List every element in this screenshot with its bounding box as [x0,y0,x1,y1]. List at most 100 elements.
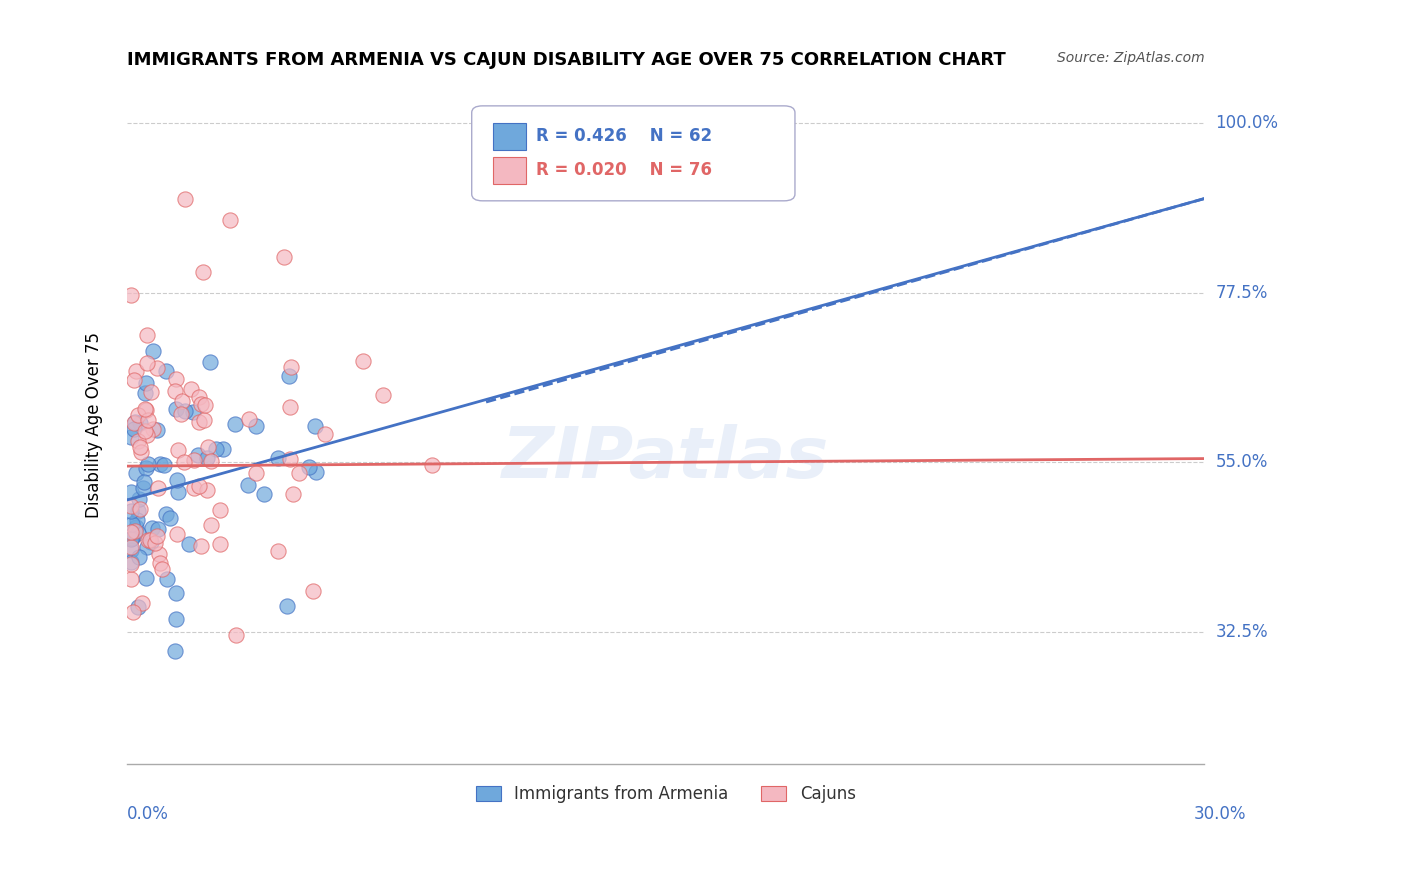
Point [209,536,232,550]
Point [134,385,156,400]
Point [142,422,165,436]
Point [124,524,146,538]
Point [141,521,163,535]
Point [122,422,145,436]
Point [208,503,231,517]
Point [165,612,187,626]
Point [152,458,174,473]
Point [120,504,142,518]
Point [191,265,214,279]
Point [190,539,212,553]
Point [225,628,247,642]
Point [187,416,209,430]
Point [314,426,336,441]
Point [301,583,323,598]
Point [139,533,162,547]
Point [195,451,218,466]
Point [120,540,142,554]
Point [127,526,149,541]
Point [198,354,221,368]
Point [188,479,211,493]
Text: R = 0.020    N = 76: R = 0.020 N = 76 [536,161,713,179]
Point [165,384,187,399]
Point [219,213,242,227]
Point [287,466,309,480]
Point [305,465,328,479]
Text: 0.0%: 0.0% [127,805,169,823]
Text: 100.0%: 100.0% [1216,114,1278,132]
Point [205,442,228,456]
Point [183,453,205,467]
Point [120,485,142,500]
Point [180,382,202,396]
Text: 77.5%: 77.5% [1216,284,1268,301]
Point [267,451,290,466]
Point [122,373,145,387]
Point [138,412,160,426]
Point [134,424,156,438]
Text: 30.0%: 30.0% [1194,805,1246,823]
Point [136,533,159,548]
Point [245,466,267,480]
Text: IMMIGRANTS FROM ARMENIA VS CAJUN DISABILITY AGE OVER 75 CORRELATION CHART: IMMIGRANTS FROM ARMENIA VS CAJUN DISABIL… [127,51,1005,69]
Point [120,430,142,444]
Point [166,473,188,487]
Point [141,535,163,549]
Point [125,466,148,480]
Point [373,387,395,401]
Point [183,481,205,495]
Point [266,543,288,558]
Legend: Immigrants from Armenia, Cajuns: Immigrants from Armenia, Cajuns [468,779,862,810]
Point [135,460,157,475]
Point [128,550,150,565]
Point [238,477,260,491]
Point [165,401,187,416]
Point [276,599,298,614]
Point [193,412,215,426]
Point [120,543,142,558]
Point [120,525,142,540]
Point [278,369,301,384]
Point [195,483,218,497]
Point [134,401,156,416]
Point [120,287,142,301]
Point [121,531,143,545]
Point [165,372,187,386]
Point [238,412,260,426]
Point [135,376,157,391]
Point [128,416,150,430]
Point [194,398,217,412]
Text: 32.5%: 32.5% [1216,623,1268,641]
Point [352,354,374,368]
Point [135,571,157,585]
Point [165,586,187,600]
Point [132,475,155,490]
FancyBboxPatch shape [471,106,794,201]
Point [125,513,148,527]
Point [280,360,302,375]
Point [187,448,209,462]
Point [200,454,222,468]
Point [174,192,197,206]
Point [150,562,173,576]
Y-axis label: Disability Age Over 75: Disability Age Over 75 [86,332,103,517]
Point [155,364,177,378]
Point [135,428,157,442]
Point [177,537,200,551]
Point [156,572,179,586]
Point [166,527,188,541]
Point [128,492,150,507]
Point [253,487,276,501]
Point [143,535,166,549]
Point [145,529,167,543]
Point [165,644,187,658]
Point [127,504,149,518]
Point [146,424,169,438]
Point [170,394,193,409]
Point [136,457,159,471]
Point [273,250,295,264]
Point [135,327,157,342]
Point [127,409,149,423]
Point [127,600,149,615]
Point [173,455,195,469]
